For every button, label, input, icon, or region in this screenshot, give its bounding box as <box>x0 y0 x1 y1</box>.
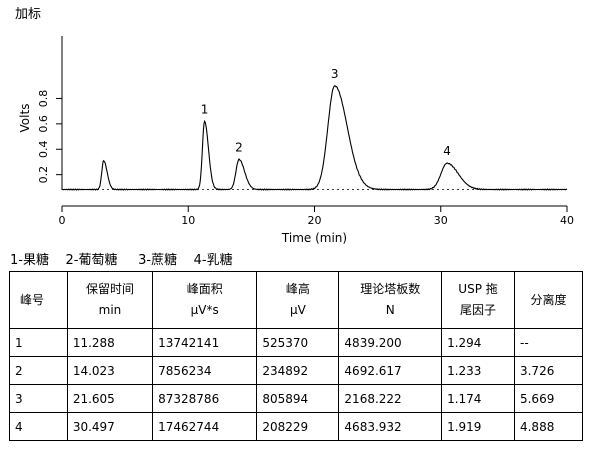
column-header: 峰高 μV <box>256 271 340 329</box>
x-tick-label: 10 <box>181 214 195 227</box>
table-cell: 2 <box>9 356 68 385</box>
table-cell: 3.726 <box>513 356 584 385</box>
y-tick-label: 0.2 <box>37 166 50 184</box>
column-header-line: 分离度 <box>530 292 567 307</box>
table-cell: 4.888 <box>513 412 584 441</box>
column-header-line: 理论塔板数 <box>360 282 421 296</box>
x-tick-label: 30 <box>434 214 448 227</box>
column-header-line: 峰号 <box>20 292 45 307</box>
column-header-line: USP 拖 <box>458 282 498 296</box>
table-body: 1 11.288 13742141 525370 4839.200 1.294 -- 2 14.… <box>9 328 584 441</box>
table-cell: 1.294 <box>441 328 515 357</box>
column-header-line: N <box>385 303 395 317</box>
table-cell: 234892 <box>256 356 340 385</box>
table-cell: 4839.200 <box>338 328 443 357</box>
table-header-row: 峰号 保留时间 min 峰面积 μV*s 峰高 μV 理论塔板数 N USP 拖尾因子 分离度 <box>9 271 584 329</box>
peak-label: 3 <box>331 67 339 81</box>
table-cell: 1.233 <box>441 356 515 385</box>
table-cell: 11.288 <box>66 328 154 357</box>
x-tick-label: 0 <box>59 214 66 227</box>
table-cell: 4683.932 <box>338 412 443 441</box>
table-cell: 5.669 <box>513 384 584 413</box>
table-cell: 1.174 <box>441 384 515 413</box>
column-header: 保留时间 min <box>66 271 154 329</box>
peak-legend: 1-果糖 2-葡萄糖 3-蔗糖 4-乳糖 <box>10 253 233 268</box>
table-cell: 21.605 <box>66 384 154 413</box>
peak-label: 4 <box>443 144 451 158</box>
column-header: 峰号 <box>9 271 68 329</box>
column-header: 理论塔板数 N <box>338 271 443 329</box>
table-cell: 87328786 <box>152 384 258 413</box>
chromatogram-chart: 0 10 20 30 40 0.2 0.4 0.6 0.8 Time (min) Volts 1 2 3 4 <box>18 36 574 245</box>
column-header-line: 峰高 <box>285 282 310 296</box>
table-cell: 2168.222 <box>338 384 443 413</box>
table-row: 3 21.605 87328786 805894 2168.222 1.174 5.669 <box>9 384 584 413</box>
column-header: 峰面积 μV*s <box>152 271 258 329</box>
y-axis-title: Volts <box>18 104 32 133</box>
column-header: USP 拖尾因子 <box>441 271 515 329</box>
x-axis-title: Time (min) <box>281 231 347 245</box>
y-tick-label: 0.6 <box>37 115 50 133</box>
table-cell: 208229 <box>256 412 340 441</box>
table-cell: 14.023 <box>66 356 154 385</box>
table-cell: 17462744 <box>152 412 258 441</box>
table-cell: -- <box>513 328 584 357</box>
column-header-line: 峰面积 <box>186 282 223 296</box>
chart-header-label: 加标 <box>15 7 42 22</box>
table-cell: 805894 <box>256 384 340 413</box>
column-header-line: μV <box>289 303 306 317</box>
table-cell: 4692.617 <box>338 356 443 385</box>
x-tick-label: 40 <box>560 214 574 227</box>
table-row: 2 14.023 7856234 234892 4692.617 1.233 3.726 <box>9 356 584 385</box>
peak-label: 2 <box>235 140 243 154</box>
table-cell: 1.919 <box>441 412 515 441</box>
table-cell: 525370 <box>256 328 340 357</box>
column-header-line: 保留时间 <box>85 282 134 296</box>
table-cell: 1 <box>9 328 68 357</box>
table-cell: 7856234 <box>152 356 258 385</box>
peak-label: 1 <box>201 102 209 116</box>
y-tick-label: 0.8 <box>37 90 50 108</box>
table-cell: 13742141 <box>152 328 258 357</box>
table-cell: 4 <box>9 412 68 441</box>
column-header: 分离度 <box>513 271 584 329</box>
column-header-line: 尾因子 <box>460 303 497 317</box>
x-tick-label: 20 <box>308 214 322 227</box>
table-row: 4 30.497 17462744 208229 4683.932 1.919 4.888 <box>9 412 584 441</box>
column-header-line: min <box>98 303 122 317</box>
column-header-line: μV*s <box>190 303 219 317</box>
y-tick-label: 0.4 <box>37 141 50 159</box>
signal-trace <box>61 85 568 191</box>
table-row: 1 11.288 13742141 525370 4839.200 1.294 -- <box>9 328 584 357</box>
table-cell: 3 <box>9 384 68 413</box>
table-cell: 30.497 <box>66 412 154 441</box>
